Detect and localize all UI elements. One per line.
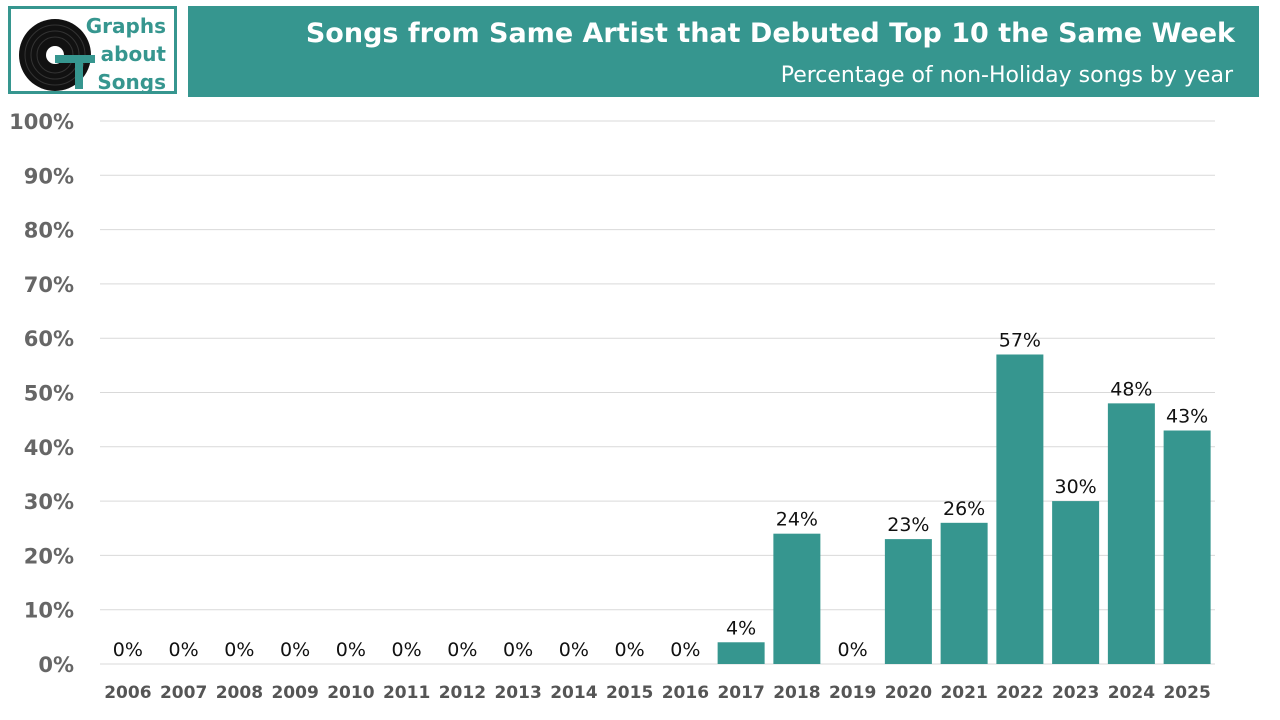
y-tick-label: 0% [38, 653, 74, 677]
x-tick-label: 2014 [550, 683, 597, 703]
x-tick-label: 2025 [1163, 683, 1210, 703]
x-tick-label: 2010 [327, 683, 374, 703]
y-tick-label: 20% [24, 544, 74, 568]
x-tick-label: 2021 [940, 683, 987, 703]
data-label: 30% [1055, 476, 1097, 498]
data-label: 0% [670, 639, 700, 661]
y-tick-label: 80% [24, 219, 74, 243]
data-label: 48% [1110, 378, 1152, 400]
data-label: 4% [726, 617, 756, 639]
data-label: 0% [169, 639, 199, 661]
y-tick-label: 90% [24, 164, 74, 188]
logo: Graphs about Songs [8, 6, 177, 94]
x-tick-label: 2019 [829, 683, 876, 703]
data-label: 26% [943, 498, 985, 520]
data-label: 0% [392, 639, 422, 661]
x-tick-label: 2013 [494, 683, 541, 703]
data-label: 43% [1166, 406, 1208, 428]
data-label: 57% [999, 329, 1041, 351]
data-label: 0% [113, 639, 143, 661]
y-tick-label: 70% [24, 273, 74, 297]
bar [940, 522, 988, 664]
data-label: 0% [280, 639, 310, 661]
bar [717, 642, 765, 664]
x-tick-label: 2016 [662, 683, 709, 703]
bar [1163, 430, 1211, 664]
title-banner: Songs from Same Artist that Debuted Top … [188, 6, 1259, 97]
x-tick-label: 2007 [160, 683, 207, 703]
data-label: 0% [503, 639, 533, 661]
bar [1052, 501, 1100, 664]
y-tick-label: 40% [24, 436, 74, 460]
x-tick-label: 2024 [1108, 683, 1155, 703]
data-label: 0% [224, 639, 254, 661]
x-tick-label: 2008 [216, 683, 263, 703]
chart-subtitle: Percentage of non-Holiday songs by year [780, 63, 1233, 88]
y-tick-label: 30% [24, 490, 74, 514]
x-tick-label: 2009 [271, 683, 318, 703]
data-label: 24% [776, 509, 818, 531]
bar [996, 354, 1044, 664]
x-tick-label: 2012 [439, 683, 486, 703]
x-tick-label: 2023 [1052, 683, 1099, 703]
data-label: 0% [336, 639, 366, 661]
x-tick-label: 2022 [996, 683, 1043, 703]
data-label: 0% [447, 639, 477, 661]
x-tick-label: 2015 [606, 683, 653, 703]
x-tick-label: 2017 [717, 683, 764, 703]
logo-text: Graphs about Songs [86, 12, 166, 96]
bar [773, 533, 821, 664]
data-label: 23% [887, 514, 929, 536]
y-tick-label: 10% [24, 599, 74, 623]
x-tick-label: 2006 [104, 683, 151, 703]
x-tick-label: 2020 [885, 683, 932, 703]
bar [1107, 403, 1155, 664]
x-tick-label: 2018 [773, 683, 820, 703]
logo-line-graphs: Graphs [85, 14, 166, 38]
logo-line-about: about [100, 42, 166, 66]
data-label: 0% [615, 639, 645, 661]
y-tick-label: 60% [24, 327, 74, 351]
logo-line-songs: Songs [97, 70, 166, 94]
bar [884, 539, 932, 664]
y-tick-label: 50% [24, 382, 74, 406]
x-tick-label: 2011 [383, 683, 430, 703]
vinyl-record-icon [19, 19, 95, 91]
data-label: 0% [559, 639, 589, 661]
y-tick-label: 100% [9, 110, 74, 134]
data-label: 0% [838, 639, 868, 661]
chart-title: Songs from Same Artist that Debuted Top … [305, 18, 1235, 49]
